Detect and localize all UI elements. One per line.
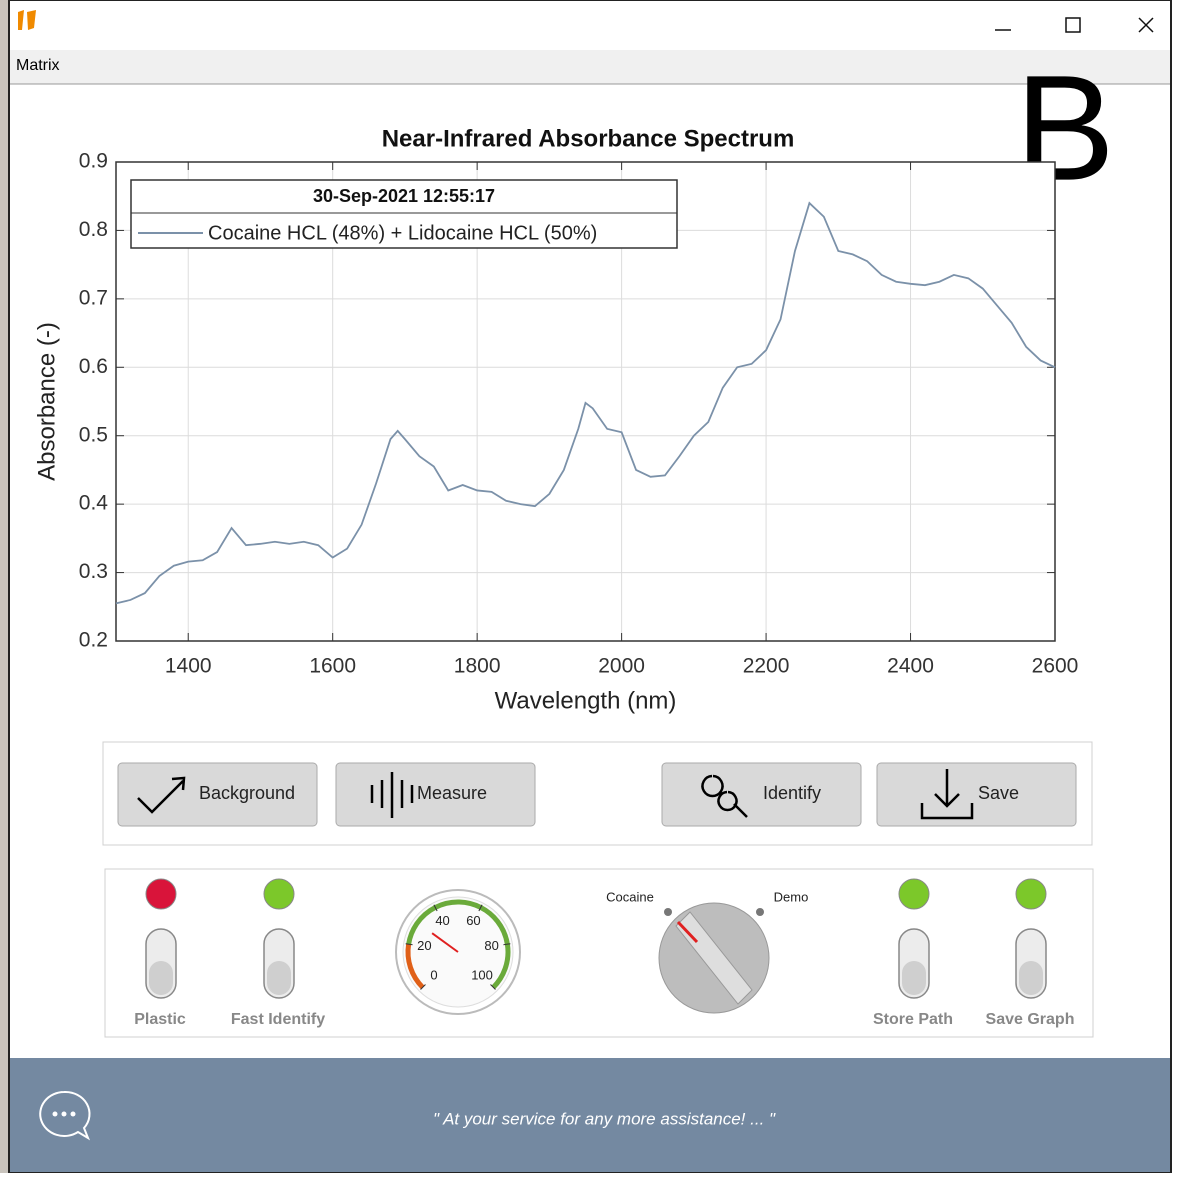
status-lamp [263, 878, 295, 910]
toggle-lever [149, 961, 173, 995]
gauge-needle [431, 932, 459, 953]
gauge-tick-label: 60 [466, 913, 480, 928]
gauge-tick [503, 943, 511, 946]
plot-frame [115, 161, 1056, 642]
button-icon[interactable] [701, 774, 748, 818]
y-tick-label: 0.3 [79, 560, 108, 583]
gauge-tick-label: 40 [435, 913, 449, 928]
gauge-tick-label: 80 [484, 938, 498, 953]
y-tick-label: 0.9 [79, 150, 108, 173]
toggle-lever [1019, 961, 1043, 995]
action-button[interactable]: Measure [335, 762, 536, 827]
action-button[interactable]: Identify [661, 762, 862, 827]
gauge-tick [405, 943, 413, 946]
x-axis-label: Wavelength (nm) [495, 687, 677, 714]
left-strip [0, 0, 9, 1173]
status-lamp [1015, 878, 1047, 910]
toggle-lever [267, 961, 291, 995]
gauge-arc-low [405, 943, 425, 990]
legend-entry: Cocaine HCL (48%) + Lidocaine HCL (50%) [208, 222, 597, 244]
chat-icon[interactable] [39, 1090, 91, 1141]
button-face[interactable] [661, 762, 862, 827]
gauge-tick [478, 904, 483, 912]
action-button[interactable]: Save [876, 762, 1077, 827]
legend-box [130, 179, 678, 249]
knob-label: Demo [774, 889, 809, 904]
action-button[interactable]: Background [117, 762, 318, 827]
status-lamp [898, 878, 930, 910]
menu-item[interactable]: Matrix [16, 57, 60, 74]
button-face[interactable] [117, 762, 318, 827]
button-label[interactable]: Background [199, 783, 295, 803]
button-label[interactable]: Identify [763, 783, 821, 803]
menu-bar [10, 50, 1170, 84]
button-icon[interactable] [370, 772, 414, 818]
status-lamp [145, 878, 177, 910]
x-tick-label: 2400 [887, 655, 934, 678]
right-edge [1171, 0, 1184, 1173]
indicator-label: Fast Identify [231, 1011, 325, 1028]
button-label[interactable]: Save [978, 783, 1019, 803]
gauge-tick [490, 984, 496, 990]
x-tick-label: 2000 [598, 655, 645, 678]
button-icon[interactable] [137, 776, 186, 814]
data-line [115, 201, 1056, 605]
indicator-label: Store Path [873, 1011, 953, 1028]
y-tick-label: 0.7 [79, 286, 108, 309]
y-tick-label: 0.5 [79, 423, 108, 446]
maximize-button[interactable] [1065, 17, 1081, 33]
legend-title: 30-Sep-2021 12:55:17 [313, 186, 495, 206]
y-tick-label: 0.8 [79, 218, 108, 241]
knob[interactable] [658, 902, 770, 1014]
gauge-tick [433, 904, 438, 912]
y-tick-label: 0.4 [79, 492, 109, 515]
y-axis-label: Absorbance (-) [33, 322, 60, 481]
app-icon [18, 10, 36, 30]
button-icon[interactable] [920, 769, 974, 820]
toggle-lever [902, 961, 926, 995]
x-tick-label: 1400 [165, 655, 212, 678]
x-tick-label: 2600 [1032, 655, 1079, 678]
indicator-label: Plastic [134, 1011, 186, 1028]
y-tick-label: 0.2 [79, 629, 108, 652]
footer-message: " At your service for any more assistanc… [433, 1109, 776, 1128]
x-tick-label: 2200 [743, 655, 790, 678]
gauge-tick-label: 20 [417, 938, 431, 953]
chart-title: Near-Infrared Absorbance Spectrum [382, 125, 795, 152]
x-tick-label: 1800 [454, 655, 501, 678]
close-button[interactable] [1138, 17, 1154, 33]
gauge-tick-label: 100 [471, 967, 493, 982]
gauge-tick [420, 984, 426, 990]
knob-label: Cocaine [606, 889, 654, 904]
gauge-tick-label: 0 [430, 967, 437, 982]
button-face[interactable] [876, 762, 1077, 827]
button-label[interactable]: Measure [417, 783, 487, 803]
footer [10, 1058, 1170, 1172]
x-tick-label: 1600 [309, 655, 356, 678]
y-tick-label: 0.6 [79, 355, 108, 378]
indicator-label: Save Graph [986, 1011, 1075, 1028]
button-face[interactable] [335, 762, 536, 827]
